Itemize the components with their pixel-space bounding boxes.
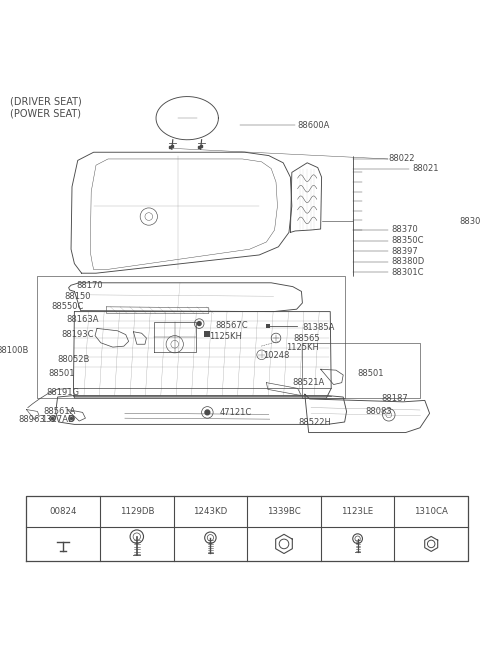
Text: 88021: 88021 (413, 164, 439, 173)
Text: 47121C: 47121C (220, 408, 252, 417)
Text: 88397: 88397 (391, 246, 418, 256)
Text: 1327AD: 1327AD (41, 415, 74, 424)
Text: 88521A: 88521A (293, 378, 325, 387)
Text: 88100B: 88100B (0, 346, 29, 355)
Text: 88052B: 88052B (58, 355, 90, 364)
Text: 1129DB: 1129DB (120, 507, 154, 516)
Text: (POWER SEAT): (POWER SEAT) (10, 108, 81, 118)
Text: 00824: 00824 (49, 507, 77, 516)
Text: 88565: 88565 (294, 334, 320, 343)
Text: 88083: 88083 (366, 407, 393, 416)
Text: 88567C: 88567C (215, 321, 248, 331)
Text: 88350C: 88350C (391, 236, 424, 245)
Text: 88300: 88300 (460, 217, 480, 226)
Text: 88193C: 88193C (61, 330, 94, 339)
Text: 88187: 88187 (382, 394, 408, 404)
Circle shape (205, 410, 210, 415)
Text: 10248: 10248 (263, 351, 289, 361)
Text: 1339BC: 1339BC (267, 507, 301, 516)
Text: 88163A: 88163A (66, 315, 98, 324)
Text: 88501: 88501 (48, 370, 74, 379)
Text: 88600A: 88600A (298, 121, 330, 130)
Text: 1243KD: 1243KD (193, 507, 228, 516)
Text: 88501: 88501 (358, 370, 384, 379)
Text: 88561A: 88561A (44, 407, 76, 416)
Text: 88191G: 88191G (46, 388, 79, 396)
Text: 88301C: 88301C (391, 268, 424, 276)
Text: 88550C: 88550C (52, 303, 84, 311)
Text: 88022: 88022 (389, 155, 415, 164)
Text: 88522H: 88522H (299, 419, 331, 428)
Text: 88963: 88963 (19, 415, 46, 424)
Text: 88170: 88170 (77, 281, 103, 290)
Text: 88150: 88150 (65, 291, 91, 301)
Text: 81385A: 81385A (302, 323, 335, 333)
Text: 1125KH: 1125KH (286, 343, 318, 352)
Text: 1310CA: 1310CA (414, 507, 448, 516)
Text: 1125KH: 1125KH (209, 332, 241, 341)
Circle shape (197, 321, 201, 325)
Text: (DRIVER SEAT): (DRIVER SEAT) (10, 96, 81, 106)
Text: 1123LE: 1123LE (341, 507, 374, 516)
Text: 88370: 88370 (391, 226, 418, 235)
Text: 88380D: 88380D (391, 257, 424, 266)
